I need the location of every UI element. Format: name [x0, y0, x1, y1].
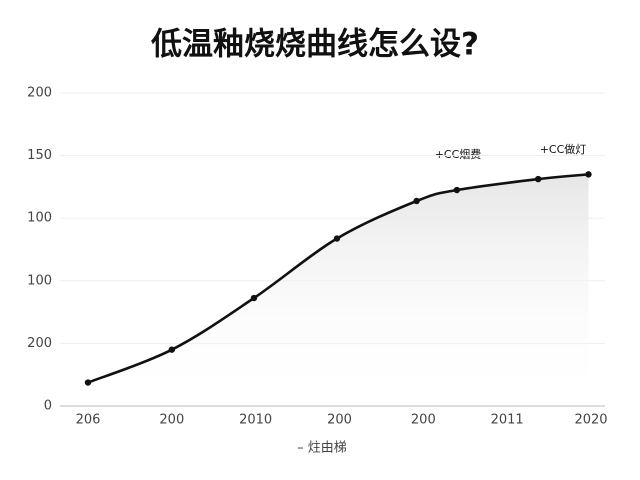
annotation: +CC做灯	[540, 142, 587, 156]
y-tick-label: 100	[27, 273, 52, 288]
x-tick-label: 206	[76, 413, 101, 428]
y-tick-label: 150	[27, 148, 52, 163]
area	[88, 174, 589, 406]
point	[413, 197, 420, 205]
point	[585, 171, 592, 178]
point	[453, 186, 461, 194]
point	[250, 294, 258, 302]
point	[333, 235, 341, 242]
x-tick-label: 2020	[574, 413, 607, 428]
point	[534, 175, 542, 183]
point	[84, 379, 92, 386]
y-tick-label: 200	[27, 336, 52, 351]
line	[87, 173, 589, 384]
chart-title: 低温釉烧烧曲线怎么设?	[150, 27, 479, 63]
annotation: +CC烟费	[435, 147, 482, 161]
x-tick-label: 200	[411, 413, 436, 428]
x-tick-label: 200	[159, 413, 184, 428]
y-tick-label: 100	[27, 211, 52, 226]
y-tick-label: 200	[27, 86, 52, 101]
y-tick-label: 0	[44, 399, 52, 414]
x-axis-label: – 炷由梯	[297, 441, 347, 456]
x-tick-label: 2011	[491, 413, 524, 428]
x-tick-label: 2010	[239, 413, 272, 428]
point	[168, 346, 176, 353]
x-tick-label: 200	[327, 413, 352, 428]
